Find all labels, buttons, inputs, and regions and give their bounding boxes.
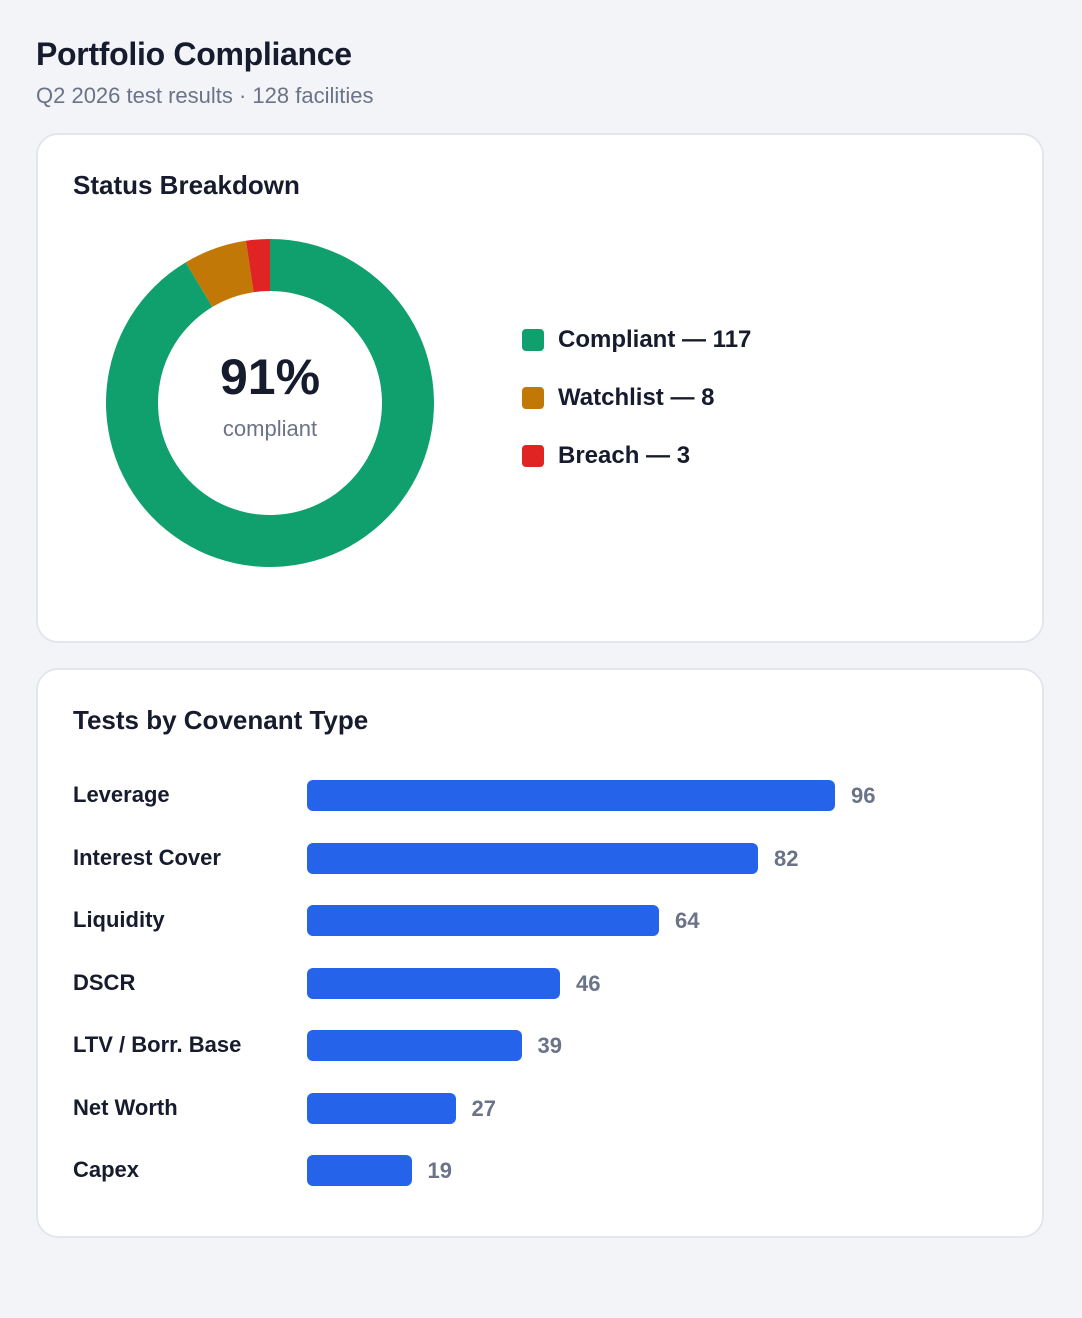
legend-item-breach: Breach — 3 [522, 427, 751, 485]
covenant-type-card: Tests by Covenant Type Leverage 96 Interes… [36, 668, 1044, 1238]
bar-value-label: 46 [576, 970, 601, 996]
bar [307, 967, 560, 999]
bar-value-label: 64 [675, 908, 700, 933]
legend-label: Breach — 3 [558, 442, 691, 469]
bar [307, 1030, 522, 1061]
bar-category-label: Leverage [73, 782, 170, 807]
bar-value-label: 39 [537, 1033, 562, 1058]
legend-swatch [522, 445, 544, 467]
bar-row: Net Worth 27 [38, 1091, 1042, 1125]
bar [307, 780, 835, 811]
legend-item-watchlist: Watchlist — 8 [522, 369, 751, 427]
legend-swatch [522, 387, 544, 409]
donut-center-label: compliant [222, 416, 318, 441]
bar-category-label: Liquidity [73, 907, 165, 932]
status-legend: Compliant — 117 Watchlist — 8 Breach — 3 [522, 311, 751, 485]
status-breakdown-card: Status Breakdown 91% compliant Compliant… [36, 133, 1044, 643]
bar-category-label: LTV / Borr. Base [73, 1032, 242, 1057]
legend-label: Compliant — 117 [558, 326, 752, 353]
bar-category-label: Net Worth [73, 1094, 178, 1120]
bar-row: DSCR 46 [38, 966, 1042, 1000]
bar-row: Liquidity 64 [38, 903, 1042, 937]
bar-row: Leverage 96 [38, 778, 1042, 812]
legend-item-compliant: Compliant — 117 [522, 311, 751, 369]
bar-category-label: DSCR [73, 969, 136, 995]
donut-center-value: 91% [219, 349, 321, 405]
donut-slice-watchlist [185, 240, 254, 307]
page-subtitle: Q2 2026 test results · 128 facilities [36, 83, 374, 108]
donut-slice-compliant [106, 239, 434, 567]
covenant-type-title: Tests by Covenant Type [73, 705, 369, 735]
legend-label: Watchlist — 8 [558, 384, 715, 411]
bar-value-label: 82 [774, 845, 799, 871]
bar [307, 1155, 412, 1186]
bar [307, 1092, 456, 1124]
bar-category-label: Capex [73, 1157, 140, 1182]
bar-row: Capex 19 [38, 1153, 1042, 1187]
bar-category-label: Interest Cover [73, 844, 221, 870]
donut-slice-breach [245, 239, 270, 293]
status-breakdown-title: Status Breakdown [73, 170, 300, 200]
status-donut-chart [106, 239, 434, 567]
bar-row: Interest Cover 82 [38, 841, 1042, 875]
bar [307, 842, 758, 874]
page-header: Portfolio Compliance Q2 2026 test result… [36, 34, 374, 110]
bar-value-label: 96 [851, 783, 876, 808]
bar-value-label: 27 [471, 1095, 496, 1121]
bar-value-label: 19 [427, 1158, 452, 1183]
bar [307, 905, 659, 936]
bar-row: LTV / Borr. Base 39 [38, 1028, 1042, 1062]
legend-swatch [522, 329, 544, 351]
page-title: Portfolio Compliance [36, 36, 352, 72]
